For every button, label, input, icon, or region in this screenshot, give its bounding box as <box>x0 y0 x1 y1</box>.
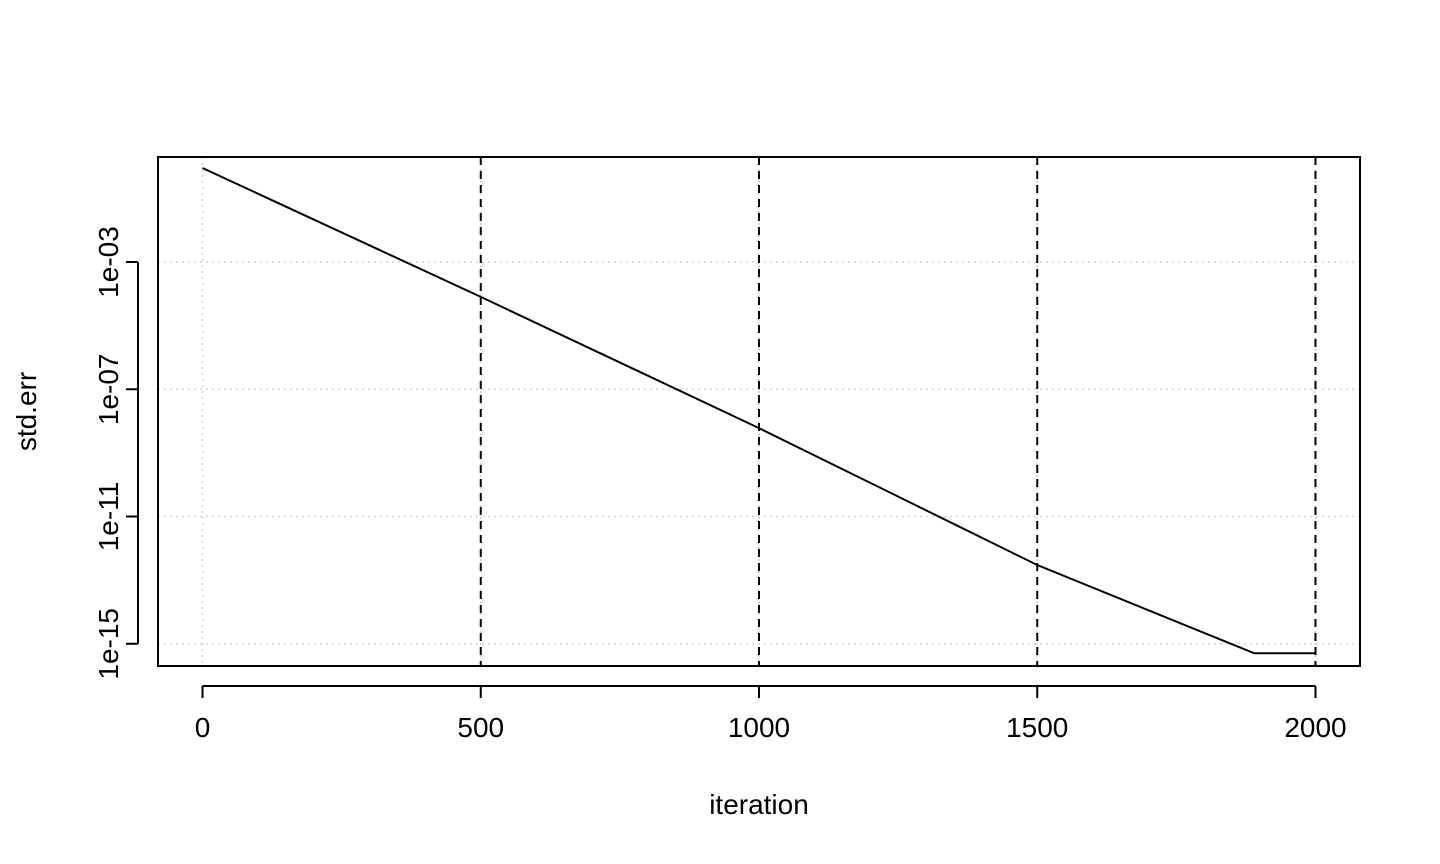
x-axis: 0 500 1000 1500 2000 <box>195 685 1347 743</box>
x-tick-label: 1000 <box>728 712 790 743</box>
x-tick-label: 500 <box>457 712 504 743</box>
x-axis-title: iteration <box>709 789 809 820</box>
y-tick-label: 1e-07 <box>93 353 124 425</box>
y-tick-label: 1e-11 <box>93 482 124 552</box>
y-axis-title: std.err <box>11 372 42 451</box>
y-axis: 1e-03 1e-07 1e-11 1e-15 <box>93 226 139 680</box>
x-tick-label: 0 <box>195 712 211 743</box>
y-tick-label: 1e-03 <box>93 226 124 298</box>
reference-lines <box>479 157 1317 666</box>
x-tick-label: 2000 <box>1284 712 1346 743</box>
series-line <box>202 167 1316 655</box>
x-tick-label: 1500 <box>1006 712 1068 743</box>
plot-frame <box>157 156 1361 667</box>
series-layer <box>202 167 1316 655</box>
y-tick-label: 1e-15 <box>93 608 124 680</box>
